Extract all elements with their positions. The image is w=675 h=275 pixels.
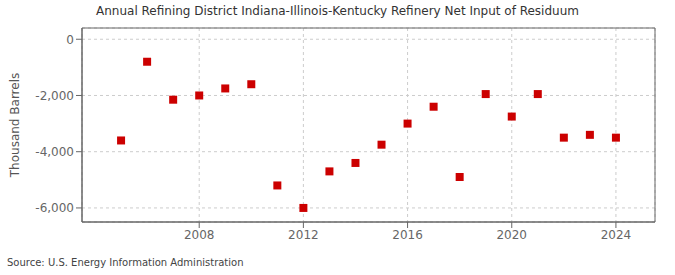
svg-text:-2,000: -2,000 <box>35 89 74 103</box>
svg-text:2016: 2016 <box>392 228 423 242</box>
svg-text:2012: 2012 <box>288 228 319 242</box>
svg-text:Thousand Barrels: Thousand Barrels <box>8 73 22 178</box>
html-text:Source: U.S. Energy Informatio: Source: U.S. Energy Information Administ… <box>7 257 244 268</box>
svg-text:2008: 2008 <box>184 228 215 242</box>
svg-text:-4,000: -4,000 <box>35 145 74 159</box>
svg-text:-6,000: -6,000 <box>35 201 74 215</box>
svg-text:2024: 2024 <box>601 228 632 242</box>
svg-text:0: 0 <box>66 33 74 47</box>
html-text:Annual Refining District India: Annual Refining District Indiana-Illinoi… <box>96 4 579 18</box>
svg-text:2020: 2020 <box>496 228 527 242</box>
